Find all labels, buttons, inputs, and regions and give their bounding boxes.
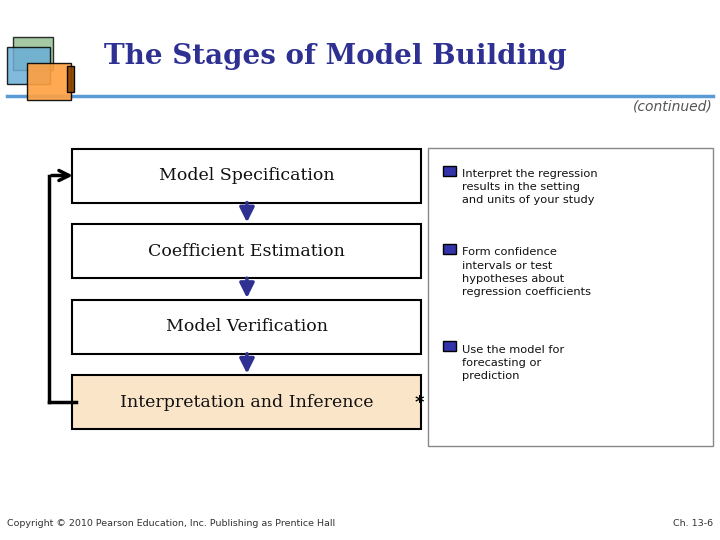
FancyBboxPatch shape <box>72 148 421 202</box>
Text: Interpret the regression
results in the setting
and units of your study: Interpret the regression results in the … <box>462 169 598 205</box>
Text: The Stages of Model Building: The Stages of Model Building <box>104 43 567 70</box>
FancyBboxPatch shape <box>72 300 421 354</box>
Text: *: * <box>414 394 424 412</box>
Text: Copyright © 2010 Pearson Education, Inc. Publishing as Prentice Hall: Copyright © 2010 Pearson Education, Inc.… <box>7 519 336 528</box>
FancyBboxPatch shape <box>72 375 421 429</box>
FancyBboxPatch shape <box>443 166 456 176</box>
Text: Model Specification: Model Specification <box>159 167 334 184</box>
FancyBboxPatch shape <box>13 37 53 70</box>
Text: Ch. 13-6: Ch. 13-6 <box>672 519 713 528</box>
Text: Model Verification: Model Verification <box>166 318 328 335</box>
FancyBboxPatch shape <box>67 66 74 92</box>
FancyBboxPatch shape <box>428 148 713 445</box>
Text: (continued): (continued) <box>633 99 713 113</box>
FancyBboxPatch shape <box>443 244 456 254</box>
Text: Coefficient Estimation: Coefficient Estimation <box>148 242 345 260</box>
Text: Interpretation and Inference: Interpretation and Inference <box>120 394 374 411</box>
FancyBboxPatch shape <box>7 47 50 84</box>
Text: Use the model for
forecasting or
prediction: Use the model for forecasting or predict… <box>462 345 564 381</box>
FancyBboxPatch shape <box>443 341 456 351</box>
FancyBboxPatch shape <box>72 224 421 278</box>
FancyBboxPatch shape <box>27 63 71 100</box>
Text: Form confidence
intervals or test
hypotheses about
regression coefficients: Form confidence intervals or test hypoth… <box>462 247 591 297</box>
